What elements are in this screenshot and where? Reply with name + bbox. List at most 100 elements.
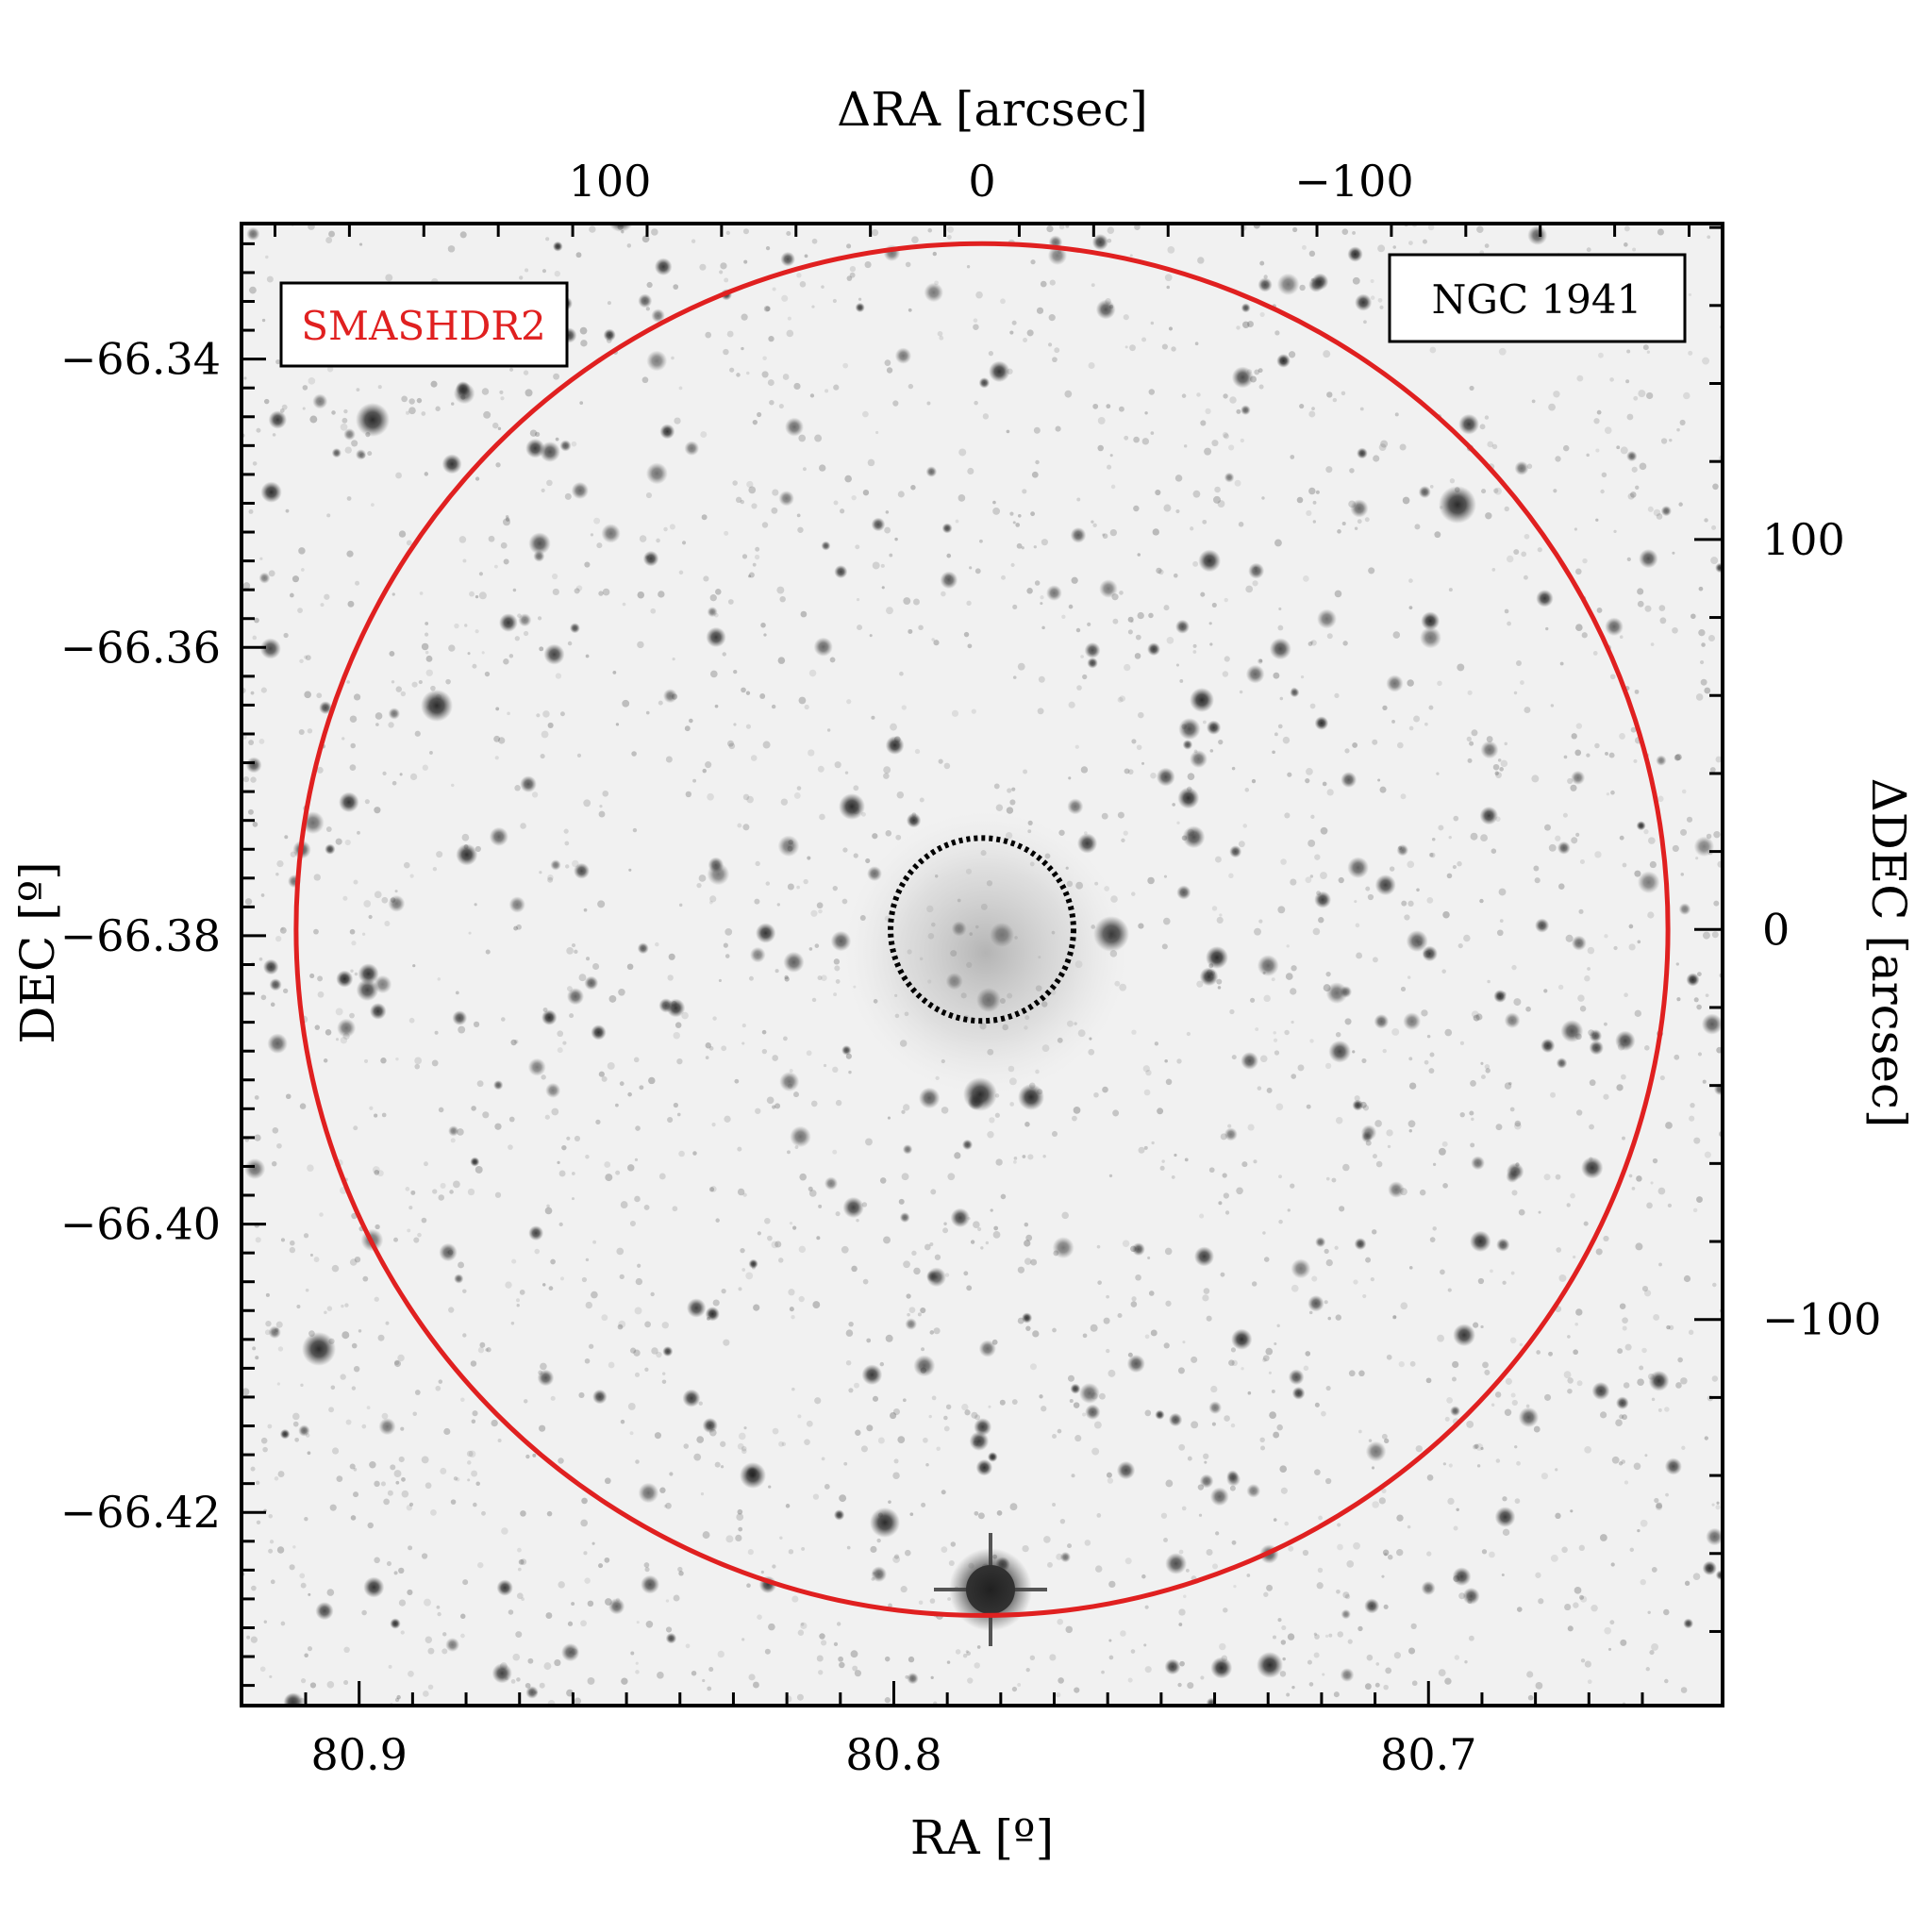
- star: [340, 1037, 348, 1044]
- star: [1299, 284, 1306, 291]
- star: [475, 1165, 483, 1174]
- star: [1628, 1174, 1633, 1178]
- star: [410, 1190, 416, 1195]
- star: [1619, 1414, 1624, 1420]
- star: [520, 823, 526, 829]
- star: [1137, 553, 1141, 557]
- star: [1452, 1360, 1459, 1369]
- star: [619, 1081, 625, 1087]
- star: [896, 791, 905, 799]
- star: [635, 1459, 640, 1464]
- star: [757, 1614, 762, 1620]
- star: [1484, 1369, 1491, 1375]
- star: [900, 1586, 908, 1593]
- star: [1699, 659, 1705, 665]
- star: [1214, 486, 1221, 493]
- star: [299, 1103, 307, 1109]
- star: [1371, 1466, 1375, 1470]
- star: [414, 1057, 423, 1065]
- star: [816, 1236, 821, 1241]
- star: [887, 1116, 891, 1120]
- star: [724, 277, 729, 283]
- star: [274, 1476, 279, 1481]
- star: [819, 1633, 825, 1640]
- star: [1181, 393, 1187, 398]
- star: [1626, 349, 1631, 354]
- star: [930, 1189, 937, 1195]
- star: [1655, 1503, 1663, 1511]
- star: [768, 1485, 772, 1489]
- star: [1657, 228, 1664, 236]
- star: [1372, 1154, 1377, 1159]
- star: [247, 808, 254, 815]
- star: [1513, 998, 1522, 1007]
- star: [1398, 1361, 1405, 1368]
- star: [1179, 1660, 1185, 1667]
- star: [856, 598, 860, 602]
- star: [932, 251, 937, 257]
- star: [398, 1567, 405, 1574]
- star: [1640, 1578, 1646, 1586]
- star: [757, 411, 762, 418]
- star: [374, 1480, 380, 1488]
- star: [298, 729, 305, 736]
- star: [254, 1134, 261, 1141]
- star: [618, 989, 625, 996]
- star: [1138, 711, 1144, 719]
- star: [1212, 1563, 1219, 1570]
- star: [436, 1605, 441, 1609]
- star: [1018, 1084, 1044, 1110]
- star: [1550, 704, 1555, 708]
- star: [263, 398, 270, 405]
- star: [1092, 523, 1097, 528]
- star: [304, 1653, 308, 1658]
- star: [388, 1664, 392, 1669]
- star: [751, 503, 758, 509]
- star: [1393, 1652, 1402, 1659]
- star: [550, 1395, 556, 1401]
- left-tick-label: −66.40: [60, 1199, 221, 1250]
- star: [783, 951, 805, 973]
- star: [268, 1548, 274, 1554]
- star: [374, 1113, 378, 1118]
- star: [1571, 935, 1587, 951]
- star: [408, 1671, 414, 1677]
- star: [992, 1230, 1001, 1239]
- star: [883, 1236, 891, 1244]
- star: [1052, 1503, 1057, 1507]
- star: [539, 1424, 546, 1432]
- star: [363, 1576, 385, 1598]
- star: [1407, 1120, 1416, 1128]
- star: [1485, 512, 1492, 520]
- star: [1526, 1671, 1534, 1678]
- star: [259, 557, 263, 560]
- star: [1023, 338, 1028, 343]
- star: [494, 1191, 502, 1198]
- star: [1091, 283, 1095, 288]
- star: [994, 1112, 1000, 1118]
- star: [1548, 1351, 1553, 1357]
- star: [1683, 391, 1690, 400]
- star: [849, 265, 857, 273]
- star: [1396, 741, 1404, 749]
- star: [1633, 1462, 1641, 1471]
- star: [1279, 1671, 1287, 1677]
- star: [1022, 1155, 1026, 1158]
- top-tick-label: 100: [569, 156, 652, 207]
- star: [1173, 573, 1178, 578]
- star: [723, 942, 728, 948]
- star: [648, 1076, 656, 1085]
- star: [374, 807, 381, 814]
- star: [1513, 691, 1518, 695]
- star: [1108, 1174, 1113, 1178]
- star: [475, 629, 479, 634]
- star: [1120, 1630, 1126, 1637]
- star: [1501, 1573, 1505, 1576]
- star: [1006, 429, 1010, 434]
- star: [759, 693, 766, 699]
- bottom-tick-label: 80.7: [1380, 1729, 1476, 1780]
- star: [1604, 934, 1608, 939]
- star: [516, 1592, 524, 1600]
- star: [409, 773, 418, 781]
- star: [1186, 1031, 1191, 1037]
